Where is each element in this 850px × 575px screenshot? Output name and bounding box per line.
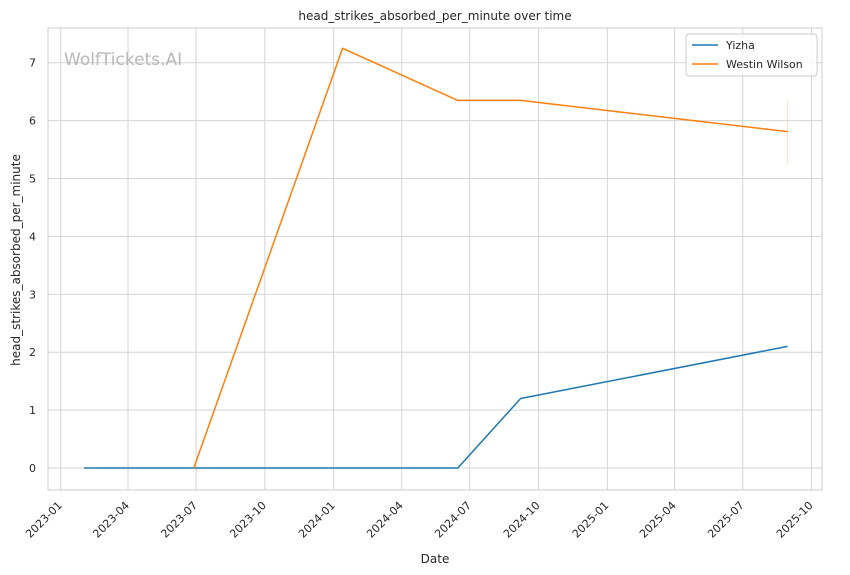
- chart-title: head_strikes_absorbed_per_minute over ti…: [298, 9, 571, 23]
- y-tick-label: 6: [29, 115, 36, 128]
- y-tick-labels: 0 1 2 3 4 5 6 7: [29, 57, 36, 475]
- y-tick-label: 4: [29, 230, 36, 243]
- watermark: WolfTickets.AI: [64, 50, 182, 70]
- y-axis-label: head_strikes_absorbed_per_minute: [9, 154, 23, 366]
- legend-label-westin-wilson: Westin Wilson: [726, 58, 803, 71]
- y-tick-label: 5: [29, 173, 36, 186]
- series-line-yizha: [83, 345, 788, 469]
- y-tick-label: 7: [29, 57, 36, 70]
- legend-label-yizha: Yizha: [725, 39, 755, 52]
- y-tick-label: 1: [29, 404, 36, 417]
- legend: Yizha Westin Wilson: [685, 33, 818, 77]
- series-lines: [83, 47, 789, 469]
- y-tick-label: 2: [29, 346, 36, 359]
- x-axis-label: Date: [421, 552, 450, 566]
- series-line-westin-wilson: [193, 47, 788, 469]
- y-tick-label: 0: [29, 462, 36, 475]
- y-tick-label: 3: [29, 288, 36, 301]
- legend-box: [685, 33, 818, 77]
- plot-frame: [47, 27, 823, 491]
